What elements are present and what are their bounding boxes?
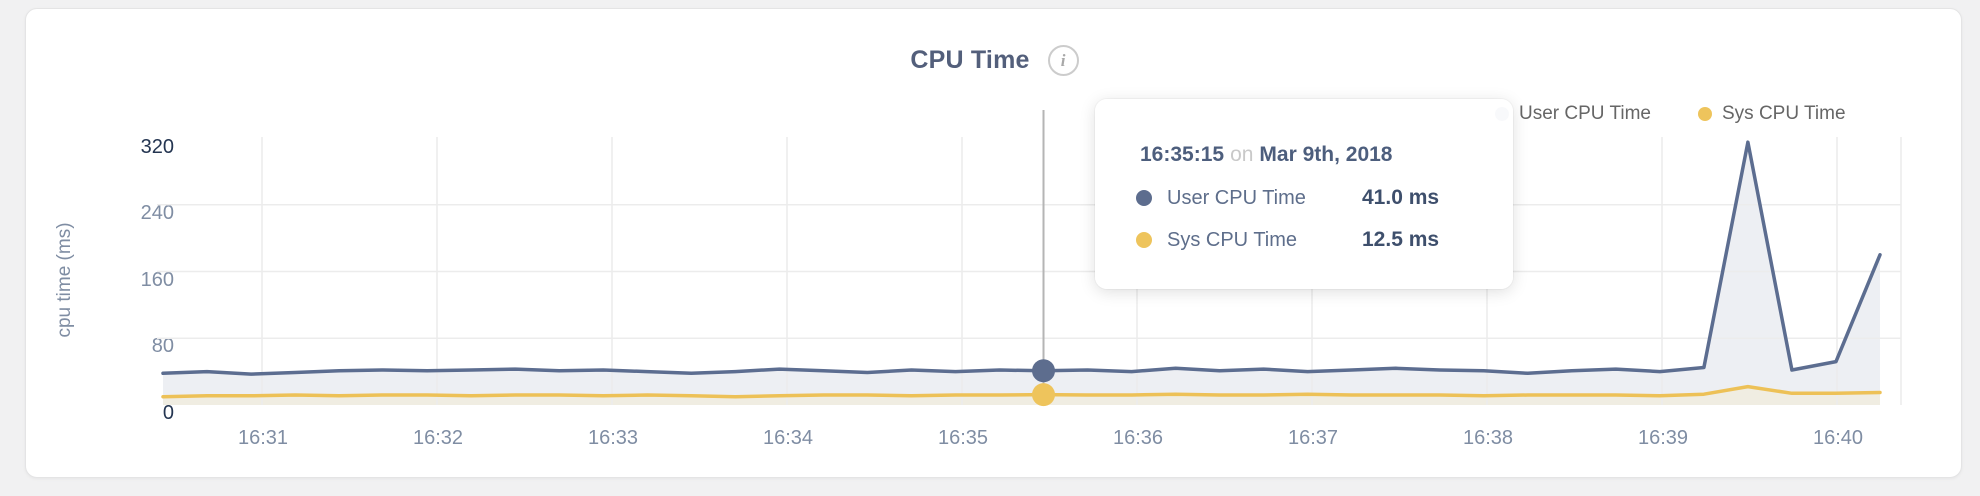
tooltip-value: 41.0 ms <box>1362 186 1440 209</box>
y-tick: 160 <box>140 269 174 291</box>
y-tick: 240 <box>140 202 174 224</box>
tooltip-label: User CPU Time <box>1167 187 1306 209</box>
chart-tooltip: 16:35:15 on Mar 9th, 2018 User CPU Time 41… <box>1095 99 1513 289</box>
x-tick: 16:36 <box>1112 427 1164 449</box>
x-tick: 16:40 <box>1812 427 1864 449</box>
series-line-user <box>161 140 1882 376</box>
tooltip-date: Mar 9th, 2018 <box>1259 143 1393 166</box>
highlight-marker-user <box>1032 359 1056 383</box>
tooltip-label: Sys CPU Time <box>1167 229 1298 251</box>
highlight-marker-sys <box>1032 383 1056 407</box>
tooltip-dot-user <box>1136 190 1152 206</box>
info-icon[interactable]: i <box>1047 45 1079 76</box>
area-fill-user <box>163 142 1880 405</box>
tooltip-header: 16:35:15 on Mar 9th, 2018 <box>1140 143 1393 167</box>
x-tick: 16:32 <box>412 427 464 449</box>
legend-label: Sys CPU Time <box>1722 103 1846 124</box>
x-tick: 16:33 <box>587 427 639 449</box>
y-tick: 320 <box>140 136 174 158</box>
x-tick: 16:39 <box>1637 427 1689 449</box>
legend-label: User CPU Time <box>1519 103 1651 124</box>
tooltip-dot-sys <box>1136 232 1152 248</box>
series-line-sys <box>161 384 1882 399</box>
tooltip-row-sys: Sys CPU Time 12.5 ms <box>1136 227 1476 253</box>
x-tick: 16:31 <box>237 427 289 449</box>
tooltip-time: 16:35:15 <box>1140 143 1225 166</box>
tooltip-value: 12.5 ms <box>1362 228 1440 251</box>
x-tick: 16:38 <box>1462 427 1514 449</box>
y-tick: 80 <box>151 335 174 357</box>
x-tick: 16:35 <box>937 427 989 449</box>
chart-title: CPU Time <box>910 46 1030 74</box>
x-tick: 16:37 <box>1287 427 1339 449</box>
tooltip-row-user: User CPU Time 41.0 ms <box>1136 185 1476 211</box>
chart-header: CPU Time i <box>26 45 1963 76</box>
tooltip-separator: on <box>1230 143 1254 166</box>
y-tick: 0 <box>162 402 174 424</box>
legend-dot-sys <box>1698 107 1712 121</box>
x-tick: 16:34 <box>762 427 814 449</box>
